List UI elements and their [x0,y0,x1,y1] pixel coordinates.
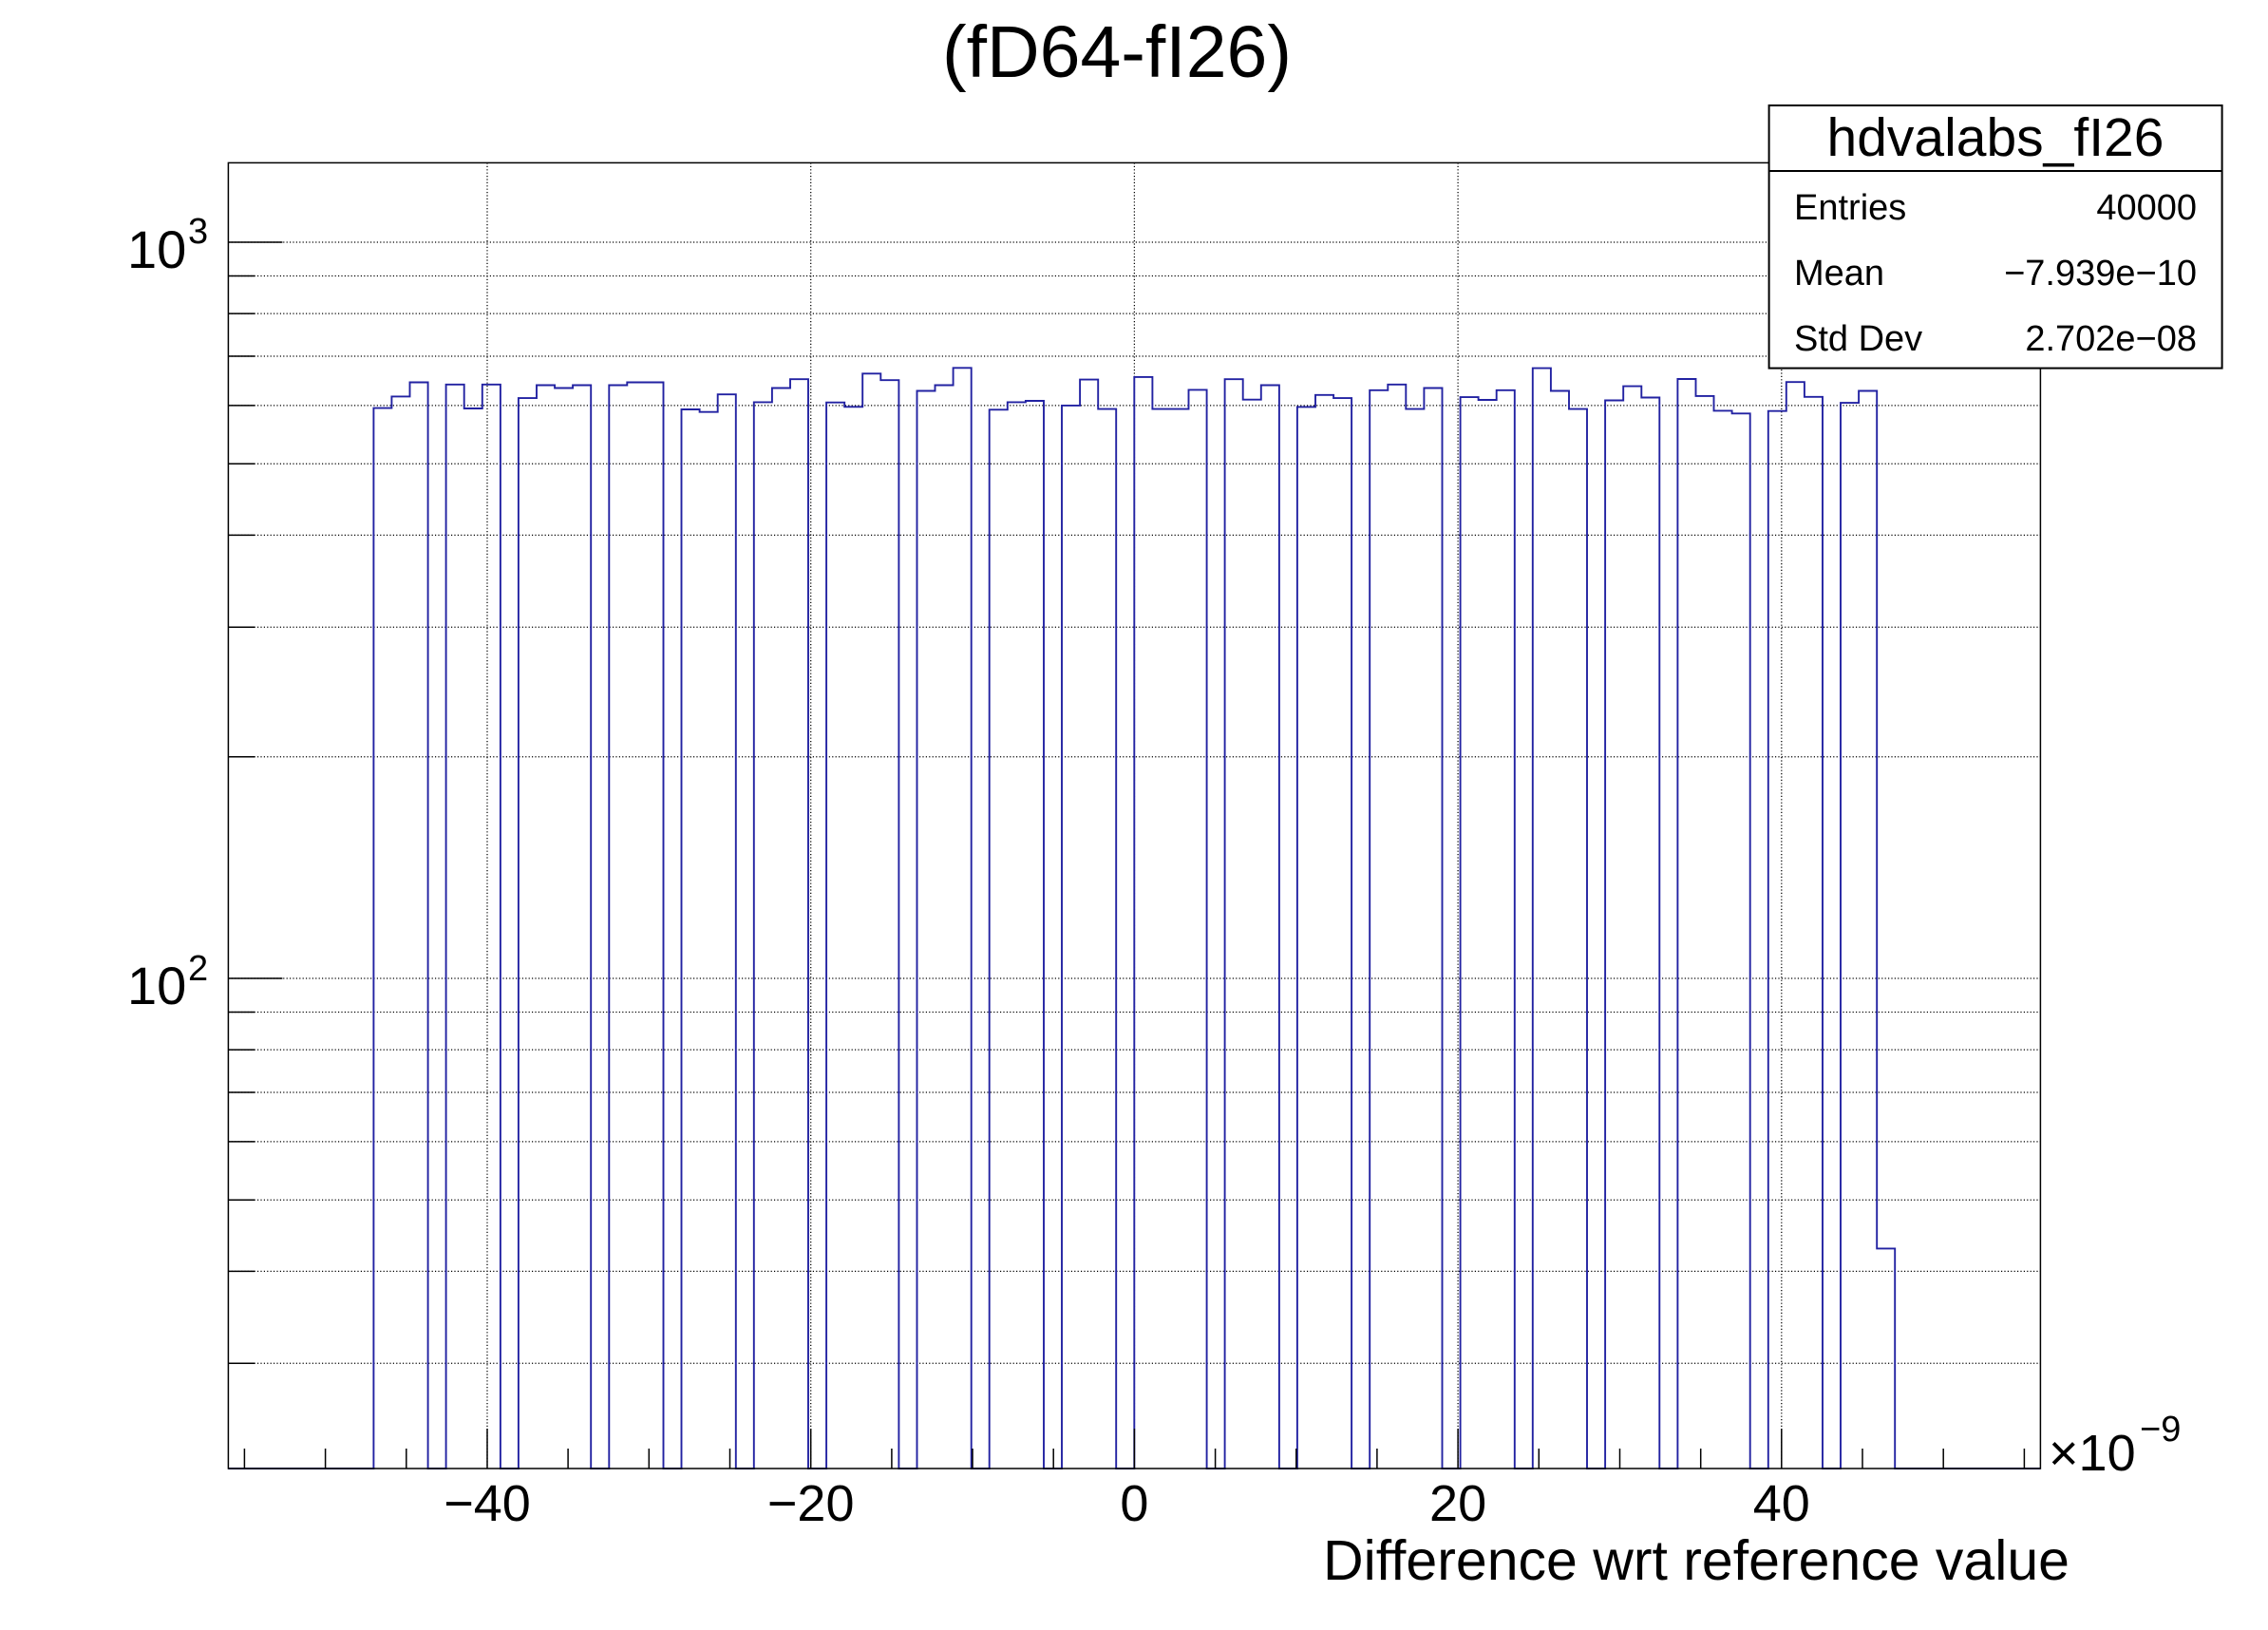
svg-text:2: 2 [188,949,208,989]
svg-text:×10: ×10 [2049,1425,2136,1482]
svg-text:(fD64-fI26): (fD64-fI26) [942,11,1292,93]
svg-text:−20: −20 [767,1475,855,1532]
svg-text:40: 40 [1753,1475,1810,1532]
svg-text:−40: −40 [444,1475,531,1532]
svg-text:10: 10 [127,219,186,279]
svg-text:3: 3 [188,212,208,252]
svg-text:2.702e−08: 2.702e−08 [2025,319,2197,359]
svg-text:Entries: Entries [1794,188,1906,228]
svg-text:Std Dev: Std Dev [1794,319,1922,359]
svg-text:40000: 40000 [2096,188,2197,228]
svg-text:Difference wrt reference value: Difference wrt reference value [1323,1529,2070,1592]
svg-text:0: 0 [1120,1475,1148,1532]
svg-text:20: 20 [1429,1475,1486,1532]
svg-text:−9: −9 [2140,1410,2181,1450]
svg-text:10: 10 [127,956,186,1015]
svg-text:Mean: Mean [1794,254,1884,294]
svg-text:hdvalabs_fI26: hdvalabs_fI26 [1827,107,2164,168]
svg-text:−7.939e−10: −7.939e−10 [2004,254,2197,294]
